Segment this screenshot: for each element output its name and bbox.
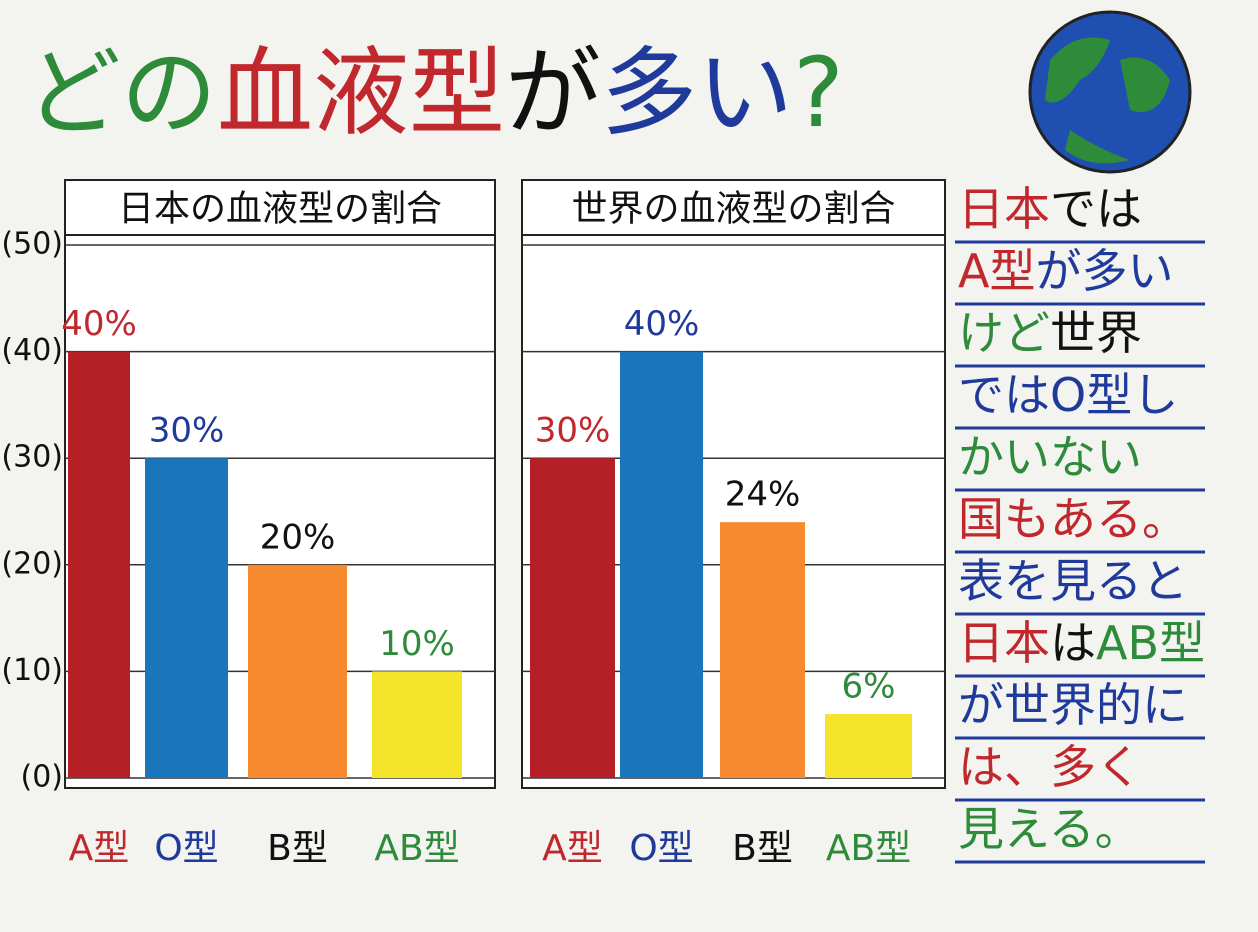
value-label: 6% <box>842 667 896 707</box>
note-line: かいない <box>958 430 1142 484</box>
bar <box>248 564 347 778</box>
note-segment: 日本 <box>958 182 1050 236</box>
earth <box>1028 10 1192 174</box>
bar <box>620 351 703 778</box>
bar <box>372 671 462 778</box>
value-label: 40% <box>624 304 700 344</box>
category-label: B型 <box>267 828 328 869</box>
poster-title: どの血液型が多い? <box>25 37 844 149</box>
note-segment: 国もある。 <box>958 492 1188 546</box>
y-tick-label: (30) <box>1 440 63 475</box>
note-segment: が多い <box>1035 244 1173 298</box>
note-line: 表を見ると <box>958 554 1188 608</box>
note-line: けど世界 <box>958 306 1142 360</box>
y-tick-label: (50) <box>1 227 63 262</box>
y-tick-label: (40) <box>1 333 63 368</box>
note-segment: では <box>1050 182 1142 236</box>
category-label: B型 <box>732 828 793 869</box>
note-segment: けど <box>958 306 1050 360</box>
note-segment: 世界 <box>1050 306 1142 360</box>
note-line: 見える。 <box>958 802 1141 856</box>
title-segment: どの <box>25 37 217 149</box>
title-segment: が <box>505 37 601 149</box>
value-label: 30% <box>535 411 611 451</box>
note-line: が世界的に <box>958 678 1188 732</box>
category-label: A型 <box>69 828 130 869</box>
note-line: は、多く <box>958 740 1142 794</box>
value-label: 40% <box>61 304 137 344</box>
category-label: O型 <box>154 828 218 869</box>
category-label: O型 <box>629 828 693 869</box>
note-segment: 日本 <box>958 616 1050 670</box>
note-line: 国もある。 <box>958 492 1188 546</box>
note-segment: では <box>958 368 1050 422</box>
note-line: 日本はAB型 <box>958 616 1205 670</box>
category-label: AB型 <box>374 828 459 869</box>
bar <box>68 351 130 778</box>
value-label: 30% <box>149 411 225 451</box>
chart-title: 日本の血液型の割合 <box>118 189 442 230</box>
y-tick-label: (10) <box>1 653 63 688</box>
bar <box>530 458 615 778</box>
title-segment: 血液型 <box>217 37 505 149</box>
y-tick-label: (0) <box>21 760 64 795</box>
note-segment: O型し <box>1050 368 1178 422</box>
note-line: A型が多い <box>958 244 1173 298</box>
note-segment: が世界的に <box>958 678 1188 732</box>
category-label: AB型 <box>826 828 911 869</box>
title-segment: ? <box>793 37 844 149</box>
note-line: ではO型し <box>958 368 1178 422</box>
note-segment: は <box>1050 616 1096 670</box>
bar <box>825 714 912 778</box>
y-tick-label: (20) <box>1 546 63 581</box>
value-label: 24% <box>725 475 801 515</box>
title-segment: 多い <box>601 37 793 149</box>
note-segment: 表を見ると <box>958 554 1188 608</box>
bar <box>145 458 228 778</box>
note-line: 日本では <box>958 182 1142 236</box>
value-label: 10% <box>379 624 455 664</box>
note-segment: は、多く <box>958 740 1142 794</box>
chart-title: 世界の血液型の割合 <box>571 189 895 230</box>
note-segment: A型 <box>958 244 1035 298</box>
bar <box>720 522 805 778</box>
note-segment: 見える。 <box>958 802 1141 856</box>
value-label: 20% <box>260 517 336 557</box>
note-segment: AB型 <box>1096 616 1205 670</box>
category-label: A型 <box>542 828 603 869</box>
note-segment: かいない <box>958 430 1142 484</box>
